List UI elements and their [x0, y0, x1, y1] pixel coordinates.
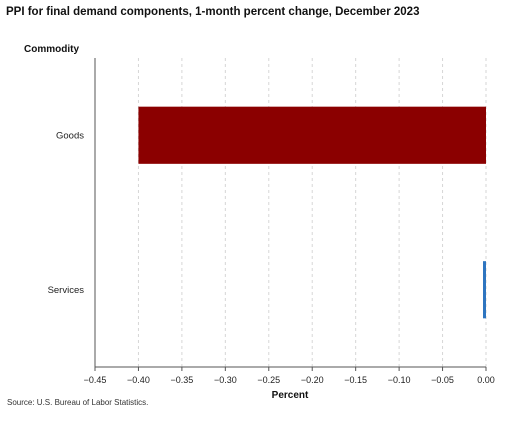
chart-title: PPI for final demand components, 1-month…	[6, 6, 420, 18]
y-axis-title: Commodity	[24, 44, 79, 55]
x-axis-title: Percent	[272, 390, 309, 401]
bars	[138, 106, 486, 319]
x-tick-label: −0.30	[214, 375, 237, 385]
x-tick-label: −0.35	[170, 375, 193, 385]
bar-goods	[138, 106, 486, 164]
x-tick-label: −0.15	[344, 375, 367, 385]
x-tick-label: −0.45	[84, 375, 107, 385]
x-tick-label: −0.10	[388, 375, 411, 385]
x-tick-labels: −0.45 −0.40 −0.35 −0.30 −0.25 −0.20 −0.15 −0.10…	[84, 367, 495, 385]
source-note: Source: U.S. Bureau of Labor Statistics.	[7, 398, 149, 407]
grid-lines	[137, 58, 487, 367]
x-tick-label: −0.40	[127, 375, 150, 385]
x-tick-label: −0.25	[257, 375, 280, 385]
x-tick-label: 0.00	[477, 375, 495, 385]
x-tick-label: −0.20	[301, 375, 324, 385]
x-tick-label: −0.05	[431, 375, 454, 385]
y-category-labels: Goods Services	[48, 130, 85, 296]
y-category-label: Services	[48, 285, 85, 296]
y-category-label: Goods	[56, 130, 84, 141]
bar-services	[483, 261, 486, 319]
